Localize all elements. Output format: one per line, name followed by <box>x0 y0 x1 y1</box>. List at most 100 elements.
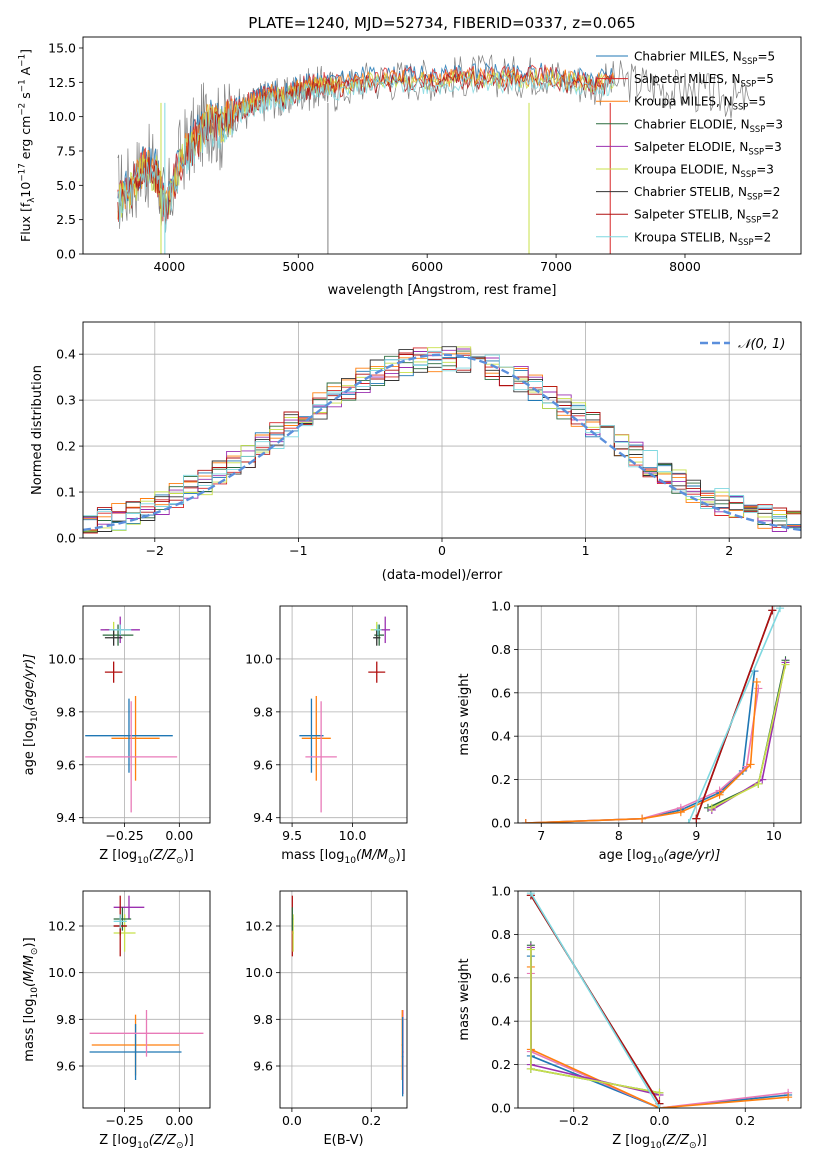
y-tick-label: 9.8 <box>253 1012 273 1027</box>
plot-area <box>85 616 178 813</box>
plot-frame <box>279 890 408 1109</box>
y-tick-label: 5.0 <box>56 178 76 193</box>
plot-frame <box>517 605 802 824</box>
plot-area <box>521 606 790 823</box>
x-tick-label: 0.2 <box>361 1113 381 1128</box>
x-tick-label: 8000 <box>669 259 701 274</box>
x-tick-label: 0.0 <box>650 1113 670 1128</box>
x-tick-label: 0 <box>438 543 446 558</box>
legend-label: Salpeter STELIB, NSSP=2 <box>634 208 779 225</box>
weight-line <box>687 607 781 823</box>
y-tick-label: 10.2 <box>245 919 273 934</box>
x-axis-label: wavelength [Angstrom, rest frame] <box>328 283 557 298</box>
x-tick-label: 9 <box>692 828 700 843</box>
plot-frame <box>82 36 802 255</box>
plot-background <box>83 891 210 1108</box>
x-tick-label: 0.00 <box>165 1113 193 1128</box>
x-tick-label: 6000 <box>411 259 443 274</box>
y-tick-label: 9.6 <box>253 1059 273 1074</box>
weight-line <box>530 892 661 1108</box>
plot-background <box>518 606 801 823</box>
x-axis-label: mass [log10(M/M⊙)] <box>281 848 405 866</box>
x-axis-label: Z [log10(Z/Z⊙)] <box>99 848 194 866</box>
y-tick-label: 0.3 <box>56 393 76 408</box>
y-tick-label: 10.0 <box>245 965 273 980</box>
y-tick-label: 0.0 <box>56 531 76 546</box>
x-tick-label: 0.00 <box>165 828 193 843</box>
y-tick-label: 0.1 <box>56 485 76 500</box>
plot-1: −2 −1 0 1 2 0.0 0.1 0.2 0.3 0.4 (data-model)/error… <box>30 321 802 583</box>
x-axis-label: age [log10(age/yr)] <box>599 848 721 866</box>
plot-0: 4000 5000 6000 7000 8000 0.0 2.5 5.0 7.5 10.0 12.5… <box>17 14 802 298</box>
y-axis-label: mass weight <box>457 673 472 755</box>
plot-area <box>526 891 793 1108</box>
x-axis-label: E(B-V) <box>323 1133 363 1148</box>
y-axis-label: mass weight <box>457 958 472 1040</box>
x-tick-label: 2 <box>725 543 733 558</box>
y-tick-label: 7.5 <box>56 143 76 158</box>
plot-background <box>280 891 407 1108</box>
y-tick-label: 0.0 <box>491 1101 511 1116</box>
y-tick-label: 0.2 <box>56 439 76 454</box>
y-tick-label: 10.0 <box>48 109 76 124</box>
x-tick-label: 9.5 <box>282 828 302 843</box>
y-tick-label: 9.8 <box>56 1012 76 1027</box>
plot-2: −0.25 0.00 9.4 9.6 9.8 10.0 Z [log10(Z/Z⊙)] age… <box>22 605 211 866</box>
plot-area <box>117 54 750 254</box>
plot-background <box>83 606 210 823</box>
x-tick-label: −0.2 <box>559 1113 589 1128</box>
y-tick-label: 9.8 <box>253 704 273 719</box>
y-tick-label: 0.6 <box>491 685 511 700</box>
legend-label: Salpeter ELODIE, NSSP=3 <box>634 140 782 157</box>
legend-label: Chabrier MILES, NSSP=5 <box>634 50 775 67</box>
legend: 𝒩(0, 1) <box>700 337 785 352</box>
plot-area <box>291 895 404 1097</box>
x-tick-label: 0.2 <box>735 1113 755 1128</box>
y-tick-label: 0.2 <box>491 772 511 787</box>
legend-label: Kroupa STELIB, NSSP=2 <box>634 230 771 247</box>
y-axis-label: age [log10(age/yr)] <box>22 654 40 776</box>
y-tick-label: 10.2 <box>48 919 76 934</box>
chart-title: PLATE=1240, MJD=52734, FIBERID=0337, z=0… <box>248 14 635 32</box>
x-tick-label: −1 <box>289 543 307 558</box>
y-tick-label: 10.0 <box>48 651 76 666</box>
y-axis-label: mass [log10(M/M⊙)] <box>22 937 40 1061</box>
y-tick-label: 9.6 <box>56 1059 76 1074</box>
residual-histogram-step <box>83 350 801 531</box>
x-tick-label: 7000 <box>540 259 572 274</box>
plot-area <box>89 895 204 1080</box>
x-axis-label: (data-model)/error <box>382 568 503 583</box>
x-tick-label: −0.25 <box>105 1113 143 1128</box>
legend-label: 𝒩(0, 1) <box>738 337 785 352</box>
model-spectrum-line <box>117 73 615 233</box>
y-tick-label: 9.4 <box>56 810 76 825</box>
plot-7: −0.2 0.0 0.2 0.0 0.2 0.4 0.6 0.8 1.0 Z [log10(Z/Z… <box>457 884 802 1151</box>
x-tick-label: 7 <box>537 828 545 843</box>
y-tick-label: 9.6 <box>253 757 273 772</box>
plot-5: −0.25 0.00 9.6 9.8 10.0 10.2 Z [log10(Z/Z⊙)] ma… <box>22 890 211 1151</box>
plot-frame <box>82 890 211 1109</box>
x-tick-label: −2 <box>146 543 164 558</box>
plot-frame <box>279 605 408 824</box>
y-tick-label: 10.0 <box>48 965 76 980</box>
x-axis-label: Z [log10(Z/Z⊙)] <box>99 1133 194 1151</box>
y-tick-label: 9.8 <box>56 704 76 719</box>
y-tick-label: 0.8 <box>491 642 511 657</box>
y-tick-label: 0.8 <box>491 927 511 942</box>
x-tick-label: 8 <box>615 828 623 843</box>
legend-label: Salpeter MILES, NSSP=5 <box>634 72 774 89</box>
x-tick-label: 10.0 <box>339 828 367 843</box>
y-tick-label: 10.0 <box>245 651 273 666</box>
plot-4: 7 8 9 10 0.0 0.2 0.4 0.6 0.8 1.0 age [log10(age/yr… <box>457 599 802 866</box>
plot-3: 9.5 10.0 9.4 9.6 9.8 10.0 mass [log10(M/M⊙)] <box>245 605 408 866</box>
y-tick-label: 0.4 <box>56 347 76 362</box>
plot-background <box>280 606 407 823</box>
y-tick-label: 2.5 <box>56 212 76 227</box>
y-tick-label: 0.6 <box>491 970 511 985</box>
x-tick-label: 10 <box>766 828 782 843</box>
y-axis-label: Normed distribution <box>30 365 45 495</box>
data-spectrum-line <box>117 54 750 230</box>
y-tick-label: 9.6 <box>56 757 76 772</box>
y-tick-label: 0.0 <box>56 247 76 262</box>
